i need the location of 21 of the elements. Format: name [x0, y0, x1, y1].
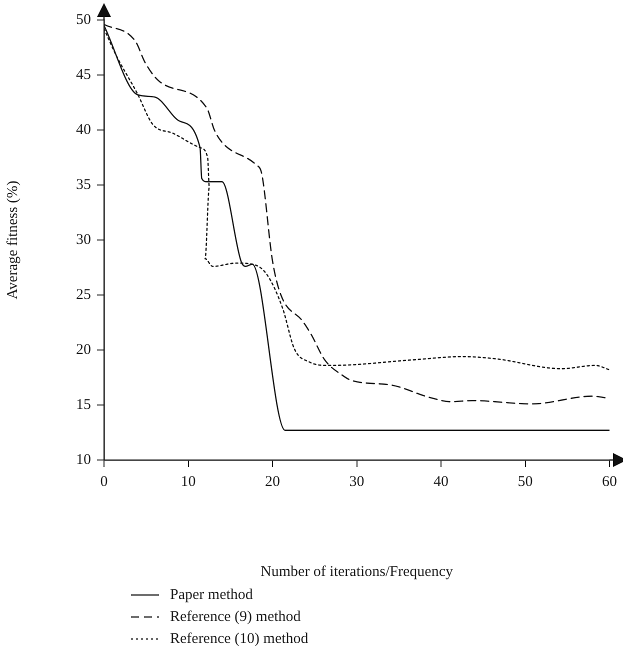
y-tick-label: 50	[76, 12, 91, 28]
x-tick-label: 40	[434, 474, 448, 490]
y-tick-label: 25	[76, 286, 91, 303]
x-tick-label: 50	[518, 474, 533, 490]
x-tick-label: 0	[100, 474, 108, 490]
y-tick-label: 30	[76, 232, 91, 248]
legend-label: Paper method	[170, 586, 253, 604]
x-tick-label: 30	[349, 474, 364, 490]
x-tick-label: 20	[265, 474, 280, 490]
y-axis-title: Average fitness (%)	[4, 180, 21, 300]
y-tick-label: 20	[76, 342, 91, 358]
legend-label: Reference (9) method	[170, 608, 301, 626]
x-tick-label: 60	[602, 474, 617, 490]
y-tick-label: 45	[76, 66, 91, 83]
y-tick-label: 35	[76, 176, 91, 193]
x-tick-label: 10	[180, 474, 196, 490]
y-tick-label: 10	[76, 452, 91, 468]
y-tick-label: 15	[76, 396, 91, 413]
y-tick-label: 40	[76, 122, 91, 138]
x-axis-title: Number of iterations/Frequency	[260, 564, 454, 580]
legend-label: Reference (10) method	[170, 630, 308, 646]
